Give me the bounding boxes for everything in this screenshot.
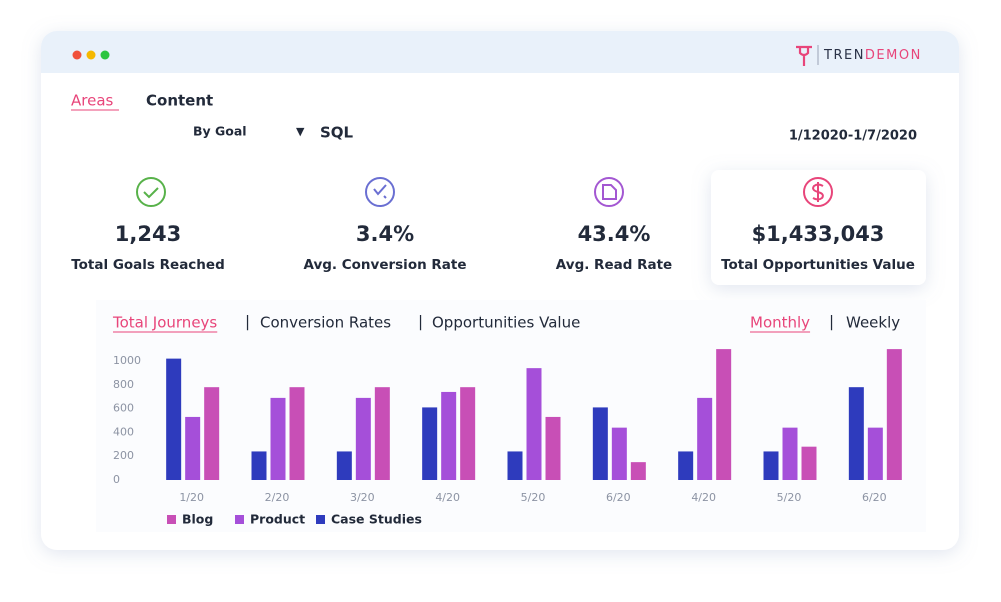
bar xyxy=(848,387,864,480)
x-tick-label: 6/20 xyxy=(606,491,631,504)
filter-arrow[interactable]: ▼ xyxy=(296,125,305,138)
bar xyxy=(886,349,902,480)
bar xyxy=(801,446,817,480)
kpi-value: 43.4% xyxy=(578,222,651,246)
y-tick-label: 0 xyxy=(113,473,120,486)
period-tab[interactable]: Weekly xyxy=(846,314,900,332)
filter-label[interactable]: By Goal xyxy=(193,124,247,139)
bar xyxy=(460,387,476,480)
kpi-icons xyxy=(136,177,833,207)
bar xyxy=(592,407,608,480)
bar xyxy=(422,407,438,480)
bar xyxy=(204,387,220,480)
bar xyxy=(355,397,371,480)
bar xyxy=(630,462,646,480)
y-tick-label: 200 xyxy=(113,449,134,462)
tab-active[interactable]: Areas xyxy=(71,92,114,110)
chart-tab[interactable]: Opportunities Value xyxy=(432,314,580,332)
x-tick-label: 1/20 xyxy=(179,491,204,504)
x-tick-label: 3/20 xyxy=(350,491,375,504)
dot-green xyxy=(100,50,110,60)
title-bar xyxy=(41,31,959,73)
bar xyxy=(166,358,182,480)
bar xyxy=(507,451,523,480)
legend-swatch xyxy=(167,515,176,524)
x-tick-label: 4/20 xyxy=(435,491,460,504)
legend-label: Case Studies xyxy=(331,512,422,527)
bar xyxy=(782,427,798,480)
x-tick-label: 5/20 xyxy=(521,491,546,504)
separator: | xyxy=(829,313,834,331)
bar xyxy=(867,427,883,480)
bar xyxy=(374,387,390,480)
kpi-value: $1,433,043 xyxy=(752,222,885,246)
kpi-label: Avg. Conversion Rate xyxy=(303,257,466,273)
bar xyxy=(545,416,561,480)
legend-label: Product xyxy=(250,512,305,527)
kpi-label: Total Opportunities Value xyxy=(721,257,915,273)
x-tick-label: 6/20 xyxy=(862,491,887,504)
bar xyxy=(251,451,267,480)
chart-tab-active[interactable]: Total Journeys xyxy=(112,314,217,332)
logo-icon xyxy=(796,45,812,66)
dot-yellow xyxy=(86,50,96,60)
filter-value[interactable]: SQL xyxy=(320,124,354,142)
y-tick-label: 600 xyxy=(113,402,134,415)
x-tick-label: 5/20 xyxy=(777,491,802,504)
period-tab-active[interactable]: Monthly xyxy=(750,314,810,332)
brand: TRENDEMON xyxy=(823,48,922,63)
bar xyxy=(289,387,305,480)
bar xyxy=(697,397,713,480)
bar xyxy=(716,349,732,480)
separator: | xyxy=(245,313,250,331)
kpi-value: 3.4% xyxy=(356,222,414,246)
date-range[interactable]: 1/12020-1/7/2020 xyxy=(789,129,917,144)
legend-swatch xyxy=(235,515,244,524)
separator: | xyxy=(418,313,423,331)
bar xyxy=(763,451,779,480)
y-tick-label: 1000 xyxy=(113,354,141,367)
bar xyxy=(270,397,286,480)
bar xyxy=(526,368,542,480)
bar xyxy=(678,451,694,480)
kpi-label: Avg. Read Rate xyxy=(556,257,672,273)
bar xyxy=(185,416,201,480)
x-tick-label: 4/20 xyxy=(691,491,716,504)
x-tick-label: 2/20 xyxy=(265,491,290,504)
y-tick-label: 400 xyxy=(113,425,134,438)
bar xyxy=(441,391,457,480)
tab[interactable]: Content xyxy=(146,92,213,110)
kpi-card-highlight xyxy=(711,170,926,285)
bar xyxy=(611,427,627,480)
chart-tab[interactable]: Conversion Rates xyxy=(260,314,391,332)
kpi-label: Total Goals Reached xyxy=(71,257,225,273)
legend-label: Blog xyxy=(182,512,213,527)
kpi-value: 1,243 xyxy=(115,222,181,246)
dot-red xyxy=(72,50,82,60)
legend-swatch xyxy=(316,515,325,524)
bar xyxy=(336,451,352,480)
chart-panel xyxy=(96,300,926,532)
y-tick-label: 800 xyxy=(113,378,134,391)
